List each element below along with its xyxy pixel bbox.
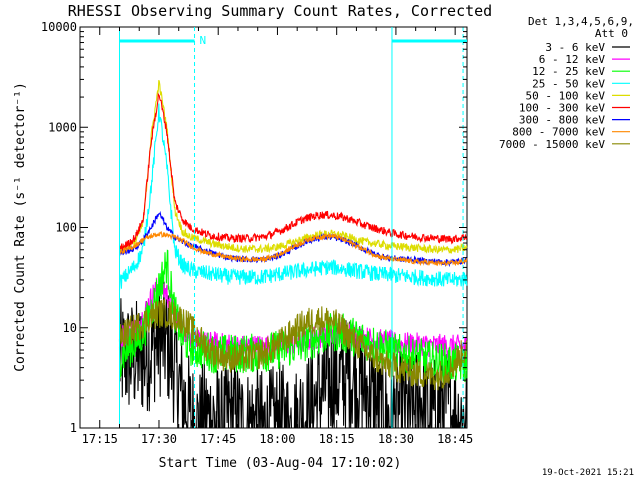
date-stamp: 19-Oct-2021 15:21	[542, 468, 634, 478]
series-line	[118, 298, 468, 391]
x-tick-label: 17:15	[82, 432, 118, 446]
legend-entry-label: 7000 - 15000 keV	[499, 138, 605, 151]
legend-header-line2: Att 0	[595, 27, 628, 40]
series-4	[119, 79, 468, 254]
annotation-layer: N	[118, 27, 467, 428]
x-axis: 17:15 17:30 17:45 18:00 18:15 18:30 18:45	[79, 27, 473, 446]
series-line	[118, 92, 468, 251]
series-3	[118, 103, 468, 291]
annotation-flag-label: N	[200, 34, 207, 47]
series-line	[118, 281, 468, 429]
y-tick-label: 10000	[41, 20, 77, 34]
chart-title: RHESSI Observing Summary Count Rates, Co…	[68, 2, 492, 20]
series-line	[118, 249, 468, 383]
y-tick-label: 100	[55, 221, 77, 235]
x-tick-label: 18:45	[437, 432, 473, 446]
legend-entry-label: 12 - 25 keV	[532, 65, 605, 78]
series-5	[118, 92, 468, 251]
x-tick-label: 18:30	[378, 432, 414, 446]
y-axis: 1 10 100 1000 10000	[41, 20, 467, 435]
series-8	[118, 298, 468, 391]
legend-entry-label: 3 - 6 keV	[545, 41, 605, 54]
x-tick-label: 18:00	[259, 432, 295, 446]
legend-header-line1: Det 1,3,4,5,6,9,	[528, 15, 634, 28]
x-tick-label: 17:30	[141, 432, 177, 446]
legend-entry-label: 100 - 300 keV	[519, 102, 605, 115]
series-2	[118, 249, 468, 383]
series-0	[118, 281, 468, 429]
legend-entry-label: 300 - 800 keV	[519, 114, 605, 127]
y-tick-label: 1000	[48, 120, 77, 134]
legend-entry-label: 6 - 12 keV	[539, 53, 606, 66]
series-line	[118, 103, 468, 291]
series-line	[118, 231, 468, 267]
x-tick-label: 17:45	[200, 432, 236, 446]
y-tick-label: 10	[63, 321, 77, 335]
x-axis-label: Start Time (03-Aug-04 17:10:02)	[159, 456, 402, 471]
y-axis-label: Corrected Count Rate (s⁻¹ detector⁻¹)	[13, 82, 28, 372]
y-tick-label: 1	[70, 421, 77, 435]
legend-entry-label: 25 - 50 keV	[532, 77, 605, 90]
plot-area: N 1 10 100 1000 10000 17:15 17:30 17:45 18:00 18…	[41, 20, 473, 446]
x-tick-label: 18:15	[319, 432, 355, 446]
series-line	[119, 79, 468, 254]
legend-entry-label: 800 - 7000 keV	[512, 126, 605, 139]
series-layer	[118, 79, 468, 429]
series-7	[118, 231, 468, 267]
legend-entry-label: 50 - 100 keV	[526, 89, 606, 102]
